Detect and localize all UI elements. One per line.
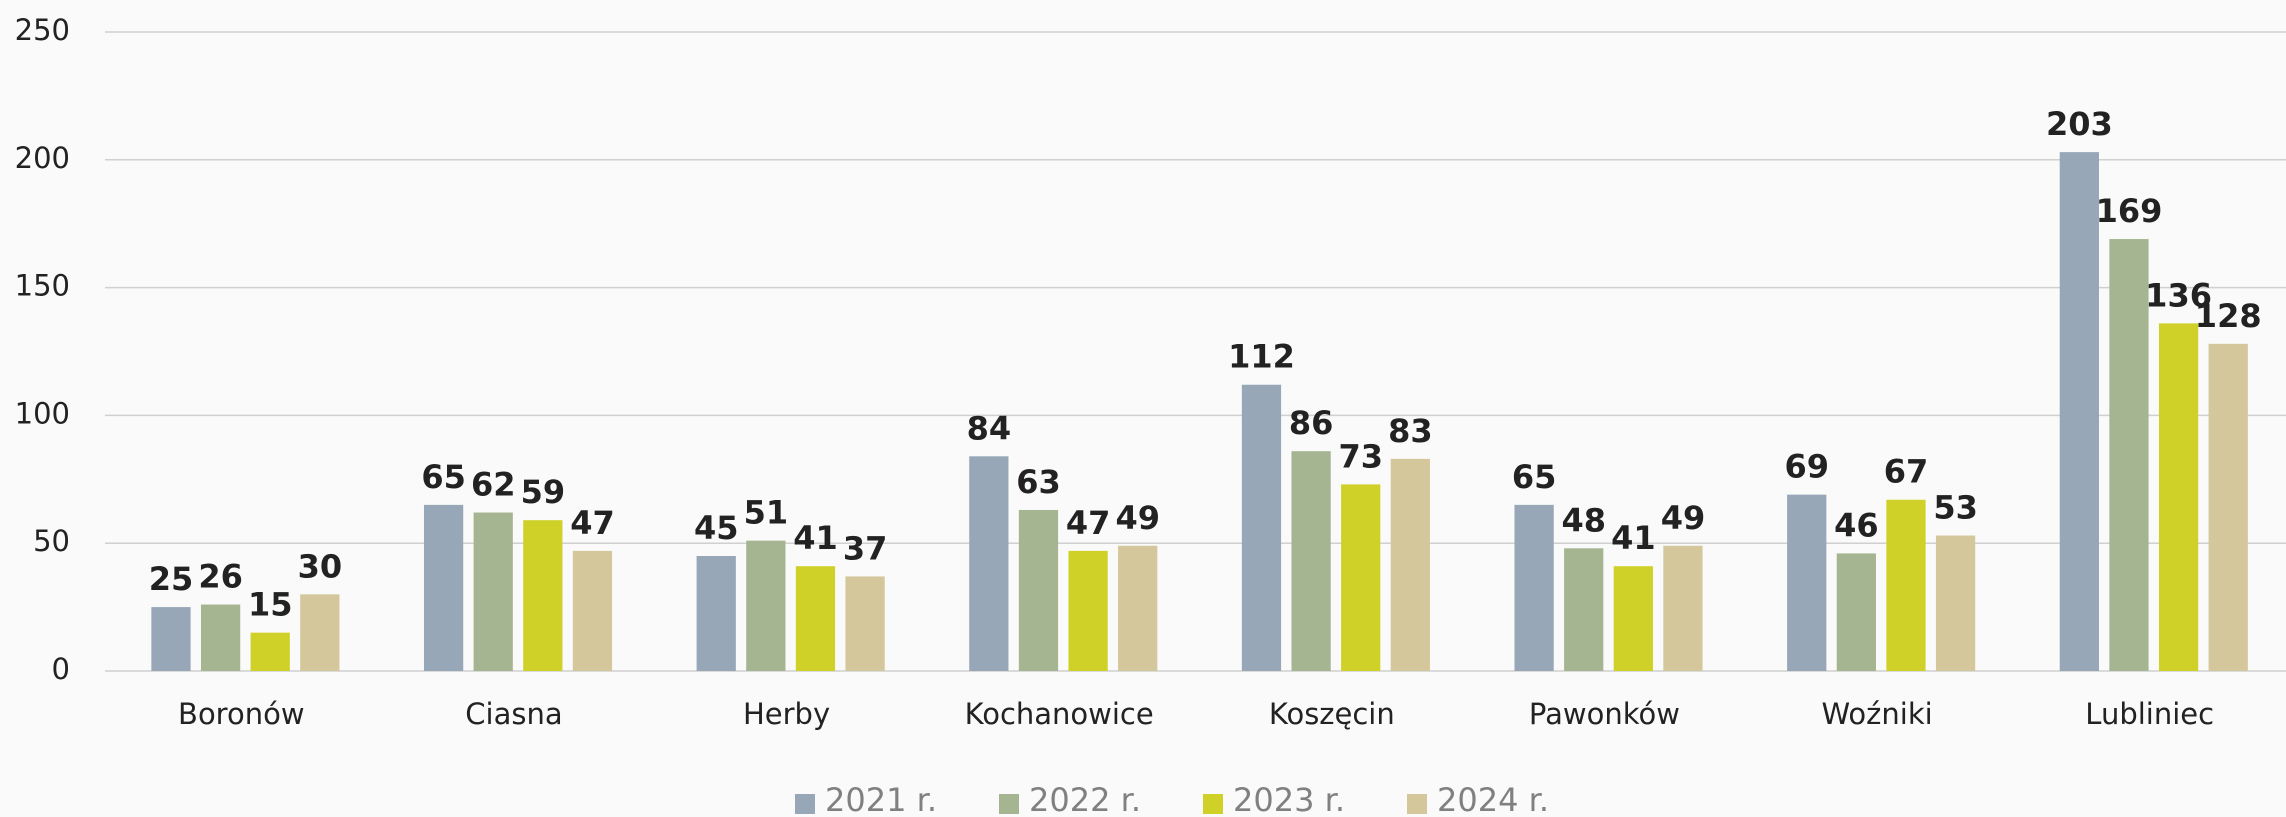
x-tick-label: Kochanowice <box>965 697 1154 731</box>
legend-label: 2024 r. <box>1437 781 1549 817</box>
bar <box>1514 504 1554 671</box>
bar <box>1241 384 1282 671</box>
data-label: 203 <box>2046 105 2113 143</box>
bar <box>746 540 786 671</box>
data-label: 47 <box>570 504 615 542</box>
y-tick-label: 250 <box>15 13 70 47</box>
data-label: 26 <box>198 558 243 596</box>
bar <box>473 512 513 671</box>
bar <box>969 456 1009 671</box>
data-label: 45 <box>694 509 739 547</box>
bar <box>1613 566 1653 671</box>
data-label: 69 <box>1784 448 1829 486</box>
data-label: 136 <box>2145 276 2212 314</box>
data-label: 83 <box>1388 412 1433 450</box>
data-label: 53 <box>1933 489 1978 527</box>
bar <box>423 504 464 671</box>
data-label: 46 <box>1834 506 1879 544</box>
data-label: 48 <box>1561 501 1606 539</box>
x-tick-label: Boronów <box>178 697 305 731</box>
data-label: 51 <box>744 494 789 532</box>
y-tick-label: 100 <box>15 396 70 430</box>
bar <box>1836 553 1876 671</box>
bar <box>795 566 836 671</box>
x-tick-label: Herby <box>743 697 830 731</box>
data-label: 62 <box>471 466 516 504</box>
bar <box>1663 545 1703 671</box>
bar <box>151 607 191 671</box>
legend-swatch <box>1407 794 1427 814</box>
bar <box>1118 545 1158 671</box>
data-label: 41 <box>1611 519 1656 557</box>
data-label: 84 <box>967 409 1012 447</box>
legend-swatch <box>999 794 1019 814</box>
bar <box>1068 550 1108 671</box>
bar <box>572 550 613 671</box>
y-tick-label: 200 <box>15 141 70 175</box>
data-label: 30 <box>298 547 343 585</box>
bar <box>1390 458 1430 671</box>
data-label: 86 <box>1289 404 1334 442</box>
bar <box>250 632 290 671</box>
bar <box>300 594 340 671</box>
x-tick-label: Ciasna <box>465 697 562 731</box>
legend-swatch <box>795 794 815 814</box>
legend-swatch <box>1203 794 1223 814</box>
bar <box>1291 451 1331 671</box>
bar <box>2059 152 2099 671</box>
data-label: 59 <box>521 473 566 511</box>
legend-label: 2021 r. <box>825 781 937 817</box>
bar <box>1935 535 1976 671</box>
data-label: 65 <box>421 458 466 496</box>
x-tick-label: Koszęcin <box>1269 697 1395 731</box>
bar <box>1564 548 1604 671</box>
bar <box>1886 499 1926 671</box>
data-label: 169 <box>2096 192 2163 230</box>
bar <box>696 555 736 671</box>
legend-label: 2023 r. <box>1233 781 1345 817</box>
bar <box>2208 343 2248 671</box>
bar <box>200 604 241 671</box>
data-label: 65 <box>1512 458 1557 496</box>
bar <box>523 520 563 671</box>
data-label: 49 <box>1115 499 1160 537</box>
data-label: 67 <box>1884 453 1929 491</box>
y-tick-label: 50 <box>33 524 70 558</box>
data-label: 47 <box>1066 504 1111 542</box>
bar <box>2158 323 2199 671</box>
data-label: 128 <box>2195 297 2262 335</box>
data-label: 25 <box>149 560 194 598</box>
y-tick-label: 150 <box>15 269 70 303</box>
data-label: 63 <box>1016 463 1061 501</box>
bar <box>1018 509 1059 671</box>
bar <box>1787 494 1827 671</box>
data-label: 15 <box>248 586 293 624</box>
data-label: 112 <box>1228 338 1295 376</box>
x-tick-label: Pawonków <box>1529 697 1680 731</box>
data-label: 37 <box>843 529 888 567</box>
bar <box>2109 239 2149 671</box>
data-label: 49 <box>1661 499 1706 537</box>
data-label: 41 <box>793 519 838 557</box>
bar <box>845 576 885 671</box>
bar <box>1341 484 1381 671</box>
data-label: 73 <box>1338 437 1383 475</box>
y-tick-label: 0 <box>52 652 70 686</box>
legend-label: 2022 r. <box>1029 781 1141 817</box>
x-tick-label: Woźniki <box>1821 697 1932 731</box>
x-tick-label: Lubliniec <box>2085 697 2214 731</box>
